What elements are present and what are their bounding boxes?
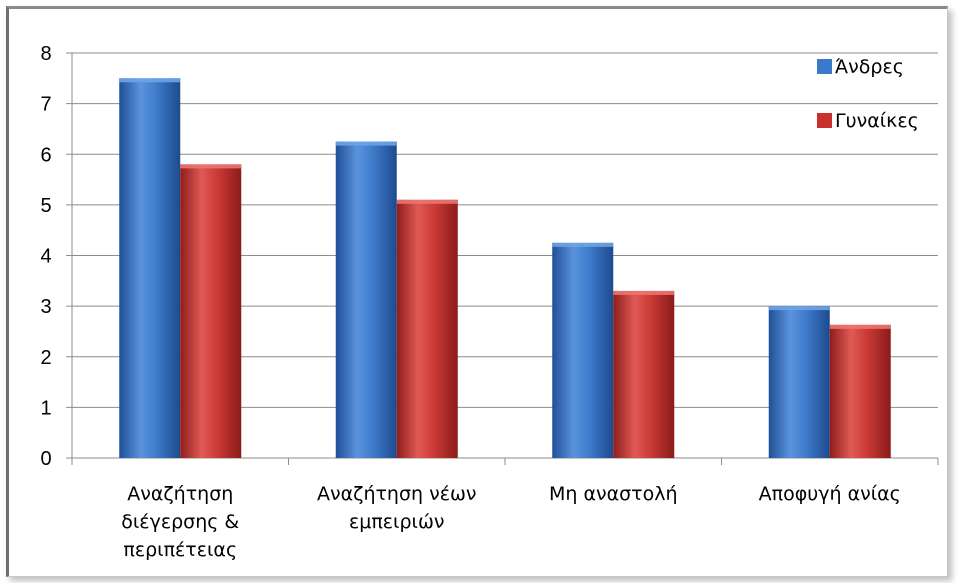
x-category-label: Αναζήτηση νέων [317,483,477,505]
x-category-label: Μη αναστολή [549,483,678,505]
chart-frame: 0 1 2 3 4 5 6 7 8 Αναζήτηση διέγερσης & περιπέτεια… [6,6,948,577]
bar-series1 [335,141,397,458]
bar-series2 [829,324,891,458]
x-category-label: Αναζήτηση [127,483,233,505]
y-tick-label: 1 [40,397,51,419]
bar-top-highlight [335,141,397,146]
bar-top-highlight [119,78,181,83]
bar-top-highlight [552,242,614,247]
x-category-label: Αποφυγή ανίας [759,483,901,505]
x-category-label: διέγερσης & [121,511,239,533]
bar-top-highlight [396,199,458,204]
y-tick-label: 4 [40,246,51,268]
bar-top-highlight [613,290,675,295]
legend-swatch-2 [817,113,832,128]
bar-series2 [396,199,458,458]
legend-label-1: Άνδρες [835,56,904,78]
y-tick-label: 2 [40,347,51,369]
bar-series1 [552,242,614,458]
bar-chart: 0 1 2 3 4 5 6 7 8 Αναζήτηση διέγερσης & περιπέτεια… [40,43,939,561]
bar-series2 [613,290,675,458]
bar-series1 [768,306,830,458]
y-tick-label: 6 [40,144,51,166]
bar-top-highlight [829,324,891,329]
x-category-label: περιπέτειας [123,539,237,561]
x-category-labels: Αναζήτηση διέγερσης & περιπέτειας Αναζήτηση… [121,483,901,561]
bar-top-highlight [180,164,242,169]
legend-label-2: Γυναίκες [835,110,919,132]
bar-series2 [180,164,242,458]
legend-swatch-1 [817,59,832,74]
bar-top-highlight [768,306,830,311]
y-tick-label: 8 [40,43,51,65]
y-tick-label: 3 [40,296,51,318]
legend: Άνδρες Γυναίκες [817,56,919,132]
bars [119,78,891,458]
bar-series1 [119,78,181,458]
y-tick-label: 7 [40,94,51,116]
y-tick-label: 0 [40,448,51,470]
y-tick-label: 5 [40,195,51,217]
y-tick-labels: 0 1 2 3 4 5 6 7 8 [40,43,51,470]
x-category-label: εμπειριών [349,511,445,533]
